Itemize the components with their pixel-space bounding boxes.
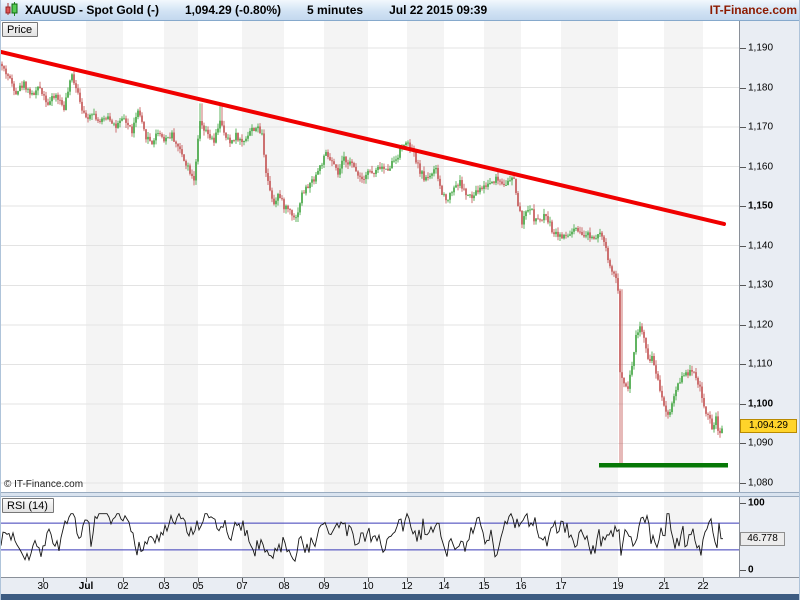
time-axis-tick [242,578,243,582]
time-axis-tick [521,578,522,582]
time-axis-tick [484,578,485,582]
time-axis-label: 08 [278,581,290,592]
price-axis-label: 1,100 [748,398,774,410]
symbol-title: XAUUSD - Spot Gold (-) [25,3,159,17]
price-axis: 1,190 1,180 1,170 1,160 1,150 1,140 1,130 1,120… [739,21,799,492]
timestamp-label: Jul 22 2015 09:39 [389,3,488,17]
time-axis-tick [561,578,562,582]
time-axis-label: 15 [478,581,490,592]
price-axis-label: 1,150 [748,200,774,212]
price-axis-tick [740,166,746,168]
price-axis-tick [740,482,746,484]
time-axis-tick [284,578,285,582]
time-axis: 30 Jul 02 03 05 07 08 09 10 12 14 15 16 17 19 21 22 [1,577,799,594]
time-axis-label: 30 [37,581,49,592]
candlestick-icon [5,1,19,19]
price-axis-label: 1,110 [748,358,773,370]
time-axis-tick [368,578,369,582]
time-axis-label: 14 [438,581,450,592]
time-axis-label: 16 [515,581,527,592]
time-axis-label: 02 [117,581,129,592]
price-tab[interactable]: Price [2,22,39,37]
time-axis-label: 10 [362,581,374,592]
brand-link[interactable]: IT-Finance.com [709,3,797,17]
time-axis-tick [664,578,665,582]
price-axis-label: 1,130 [748,279,774,291]
time-axis-label: 09 [318,581,330,592]
rsi-axis-label: 100 [748,497,765,509]
price-axis-tick [740,285,746,287]
price-axis-label: 1,190 [748,42,774,54]
rsi-axis-label: 0 [748,564,754,576]
price-axis-tick [740,206,746,208]
price-axis-tick [740,443,746,445]
rsi-axis-tick [740,503,746,504]
price-axis-label: 1,170 [748,121,774,133]
price-axis-label: 1,140 [748,240,774,252]
rsi-value-badge: 46.778 [740,532,785,546]
time-axis-label: 22 [697,581,709,592]
price-chart-plot[interactable] [1,21,739,492]
time-axis-tick [703,578,704,582]
price-axis-tick [740,87,746,89]
candles-up [17,74,723,434]
time-axis-tick [618,578,619,582]
time-axis-label: 07 [236,581,248,592]
gridlines [1,47,739,484]
day-bands [86,497,703,577]
last-price-badge: 1,094.29 [740,419,797,433]
rsi-chart-plot[interactable] [1,497,739,577]
price-axis-label: 1,180 [748,82,774,94]
price-axis-tick [740,324,746,326]
time-axis-tick [43,578,44,582]
time-axis-tick [86,578,87,582]
time-axis-label: 19 [612,581,624,592]
last-quote: 1,094.29 (-0.80%) [184,3,282,17]
price-axis-label: 1,160 [748,161,774,173]
time-axis-label: 17 [555,581,567,592]
time-axis-tick [164,578,165,582]
time-axis-label: 21 [658,581,670,592]
price-axis-label: 1,080 [748,477,774,489]
price-axis-tick [740,403,746,405]
copyright-label: © IT-Finance.com [4,479,84,490]
price-axis-label: 1,090 [748,437,774,449]
title-bar: XAUUSD - Spot Gold (-) 1,094.29 (-0.80%)… [1,0,799,21]
time-axis-tick [407,578,408,582]
time-axis-label: 05 [192,581,204,592]
price-axis-label: 1,120 [748,319,774,331]
rsi-line [1,512,723,563]
bottom-border [1,594,799,600]
panel-divider[interactable] [1,492,799,497]
day-bands [86,21,703,492]
candles-down [1,63,721,434]
time-axis-tick [324,578,325,582]
rsi-tab[interactable]: RSI (14) [2,498,54,513]
time-axis-label: 12 [401,581,413,592]
price-axis-tick [740,245,746,247]
rsi-axis-tick [740,570,746,571]
time-axis-tick [198,578,199,582]
trendline[interactable] [1,49,726,226]
time-axis-tick [123,578,124,582]
price-axis-tick [740,364,746,366]
time-axis-label: Jul [78,581,94,592]
time-axis-label: 03 [158,581,170,592]
time-axis-tick [444,578,445,582]
interval-label: 5 minutes [307,3,364,17]
price-axis-tick [740,127,746,129]
price-axis-tick [740,48,746,49]
